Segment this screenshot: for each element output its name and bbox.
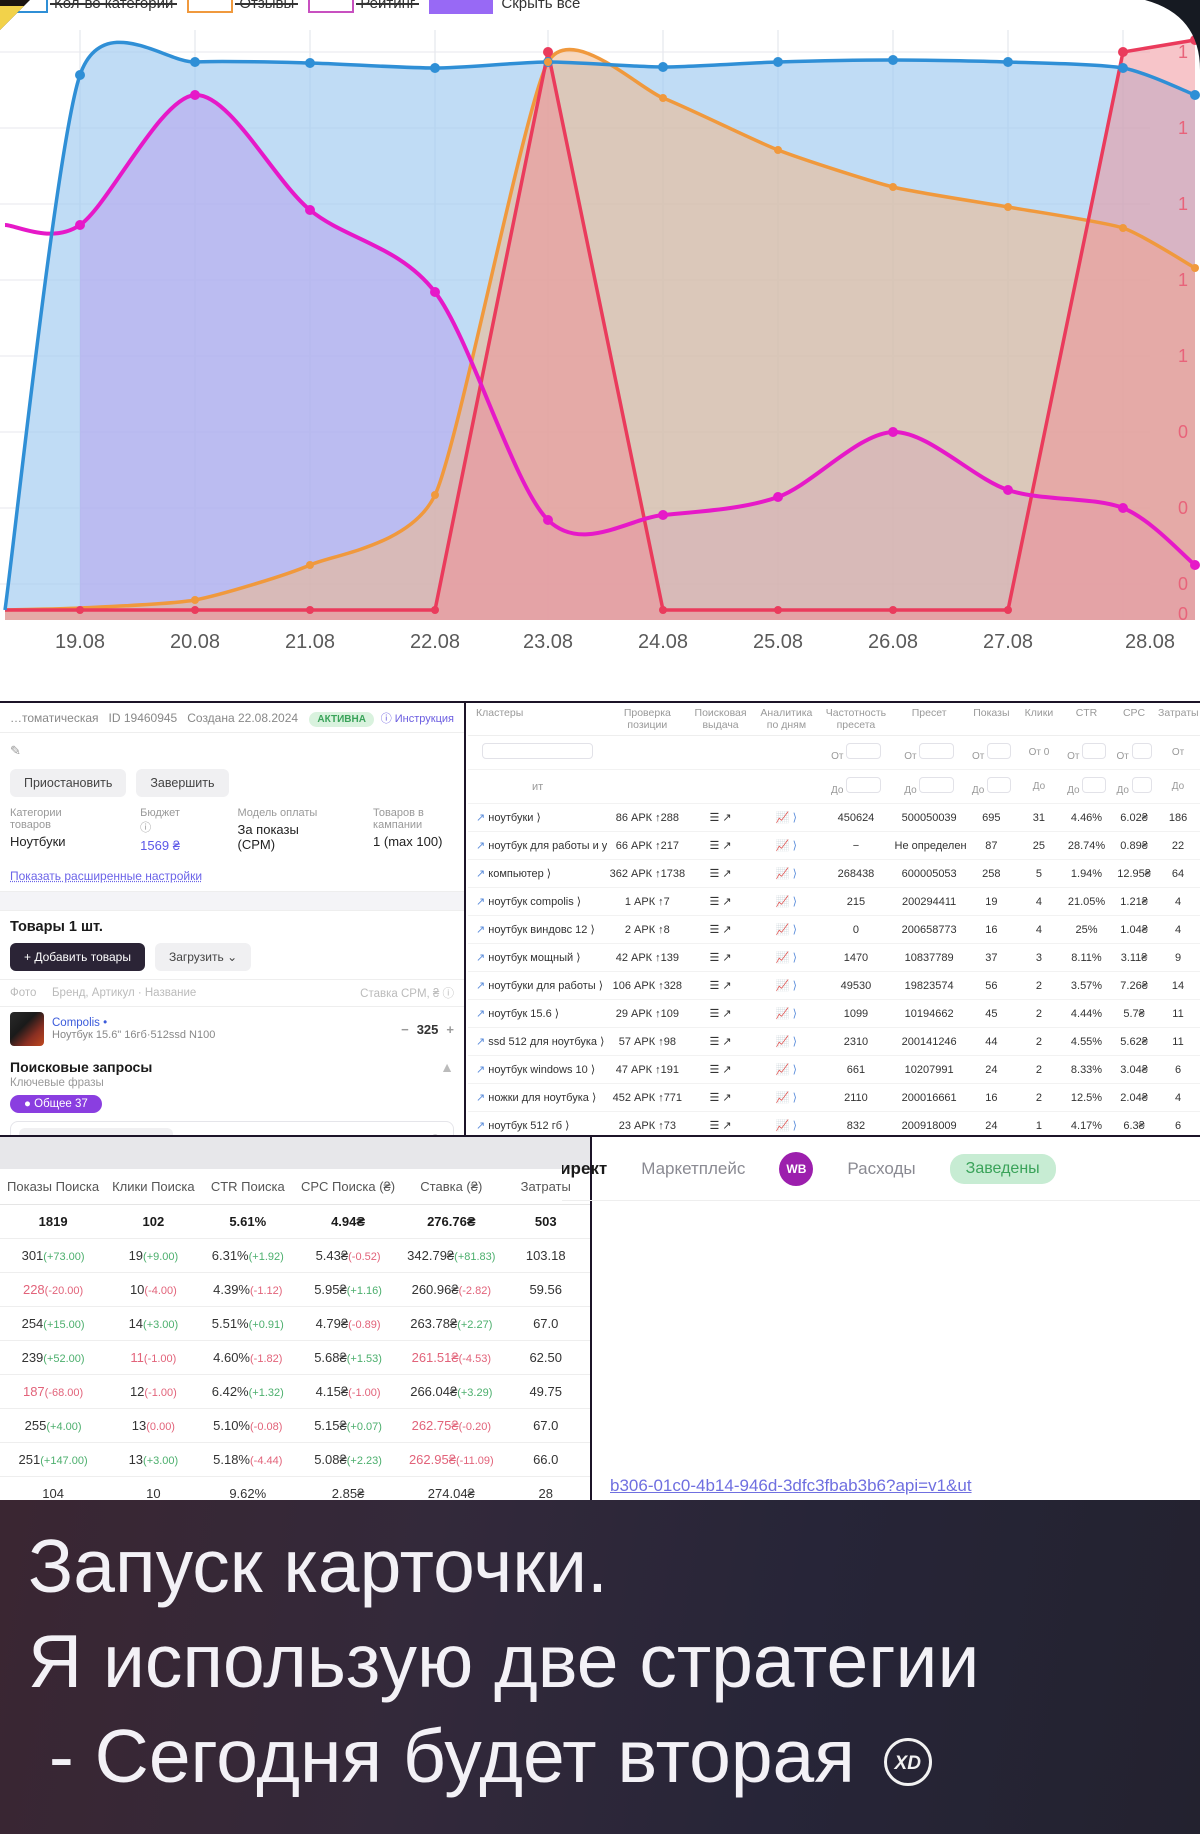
svg-text:1: 1	[1178, 270, 1188, 290]
svg-text:19.08: 19.08	[55, 631, 105, 653]
svg-text:0: 0	[1178, 422, 1188, 442]
svg-text:0: 0	[1178, 604, 1188, 624]
svg-text:22.08: 22.08	[410, 631, 460, 653]
svg-text:1: 1	[1178, 194, 1188, 214]
svg-text:1: 1	[1178, 346, 1188, 366]
svg-text:20.08: 20.08	[170, 631, 220, 653]
svg-text:0: 0	[1178, 574, 1188, 594]
svg-text:28.08: 28.08	[1125, 631, 1175, 653]
svg-text:26.08: 26.08	[868, 631, 918, 653]
svg-text:27.08: 27.08	[983, 631, 1033, 653]
svg-text:1: 1	[1178, 118, 1188, 138]
svg-text:23.08: 23.08	[523, 631, 573, 653]
svg-text:25.08: 25.08	[753, 631, 803, 653]
svg-text:24.08: 24.08	[638, 631, 688, 653]
svg-text:21.08: 21.08	[285, 631, 335, 653]
svg-text:0: 0	[1178, 498, 1188, 518]
